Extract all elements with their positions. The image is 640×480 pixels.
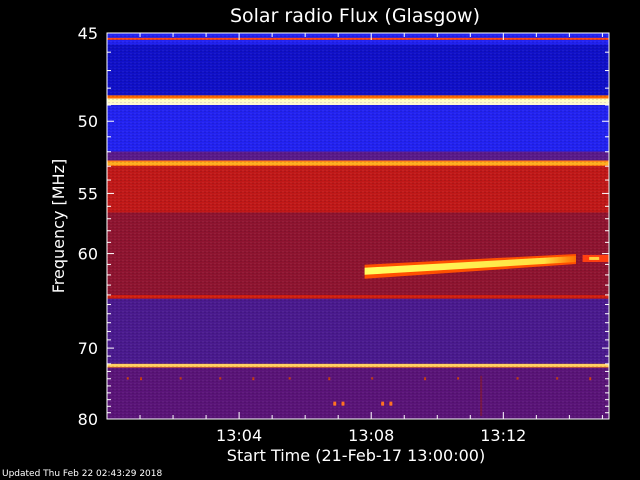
y-tick-label: 60: [78, 245, 98, 264]
noise-texture: [107, 33, 609, 419]
radio-burst: [364, 254, 609, 279]
plot-frame: [106, 32, 610, 420]
y-tick-label: 80: [78, 410, 98, 429]
y-tick-label: 55: [78, 184, 98, 203]
y-tick-label: 70: [78, 339, 98, 358]
y-axis-label: Frequency [MHz]: [49, 159, 68, 293]
burst-tail-core: [589, 256, 600, 260]
y-ticks: 45 50 55 60 70 80: [78, 24, 609, 429]
plot-area: 13:04 13:08 13:12 45 50 55 60 70 80: [78, 24, 610, 445]
x-tick-label: 13:12: [480, 426, 526, 445]
x-axis-label: Start Time (21-Feb-17 13:00:00): [227, 446, 485, 465]
y-tick-label: 50: [78, 112, 98, 131]
update-timestamp: Updated Thu Feb 22 02:43:29 2018: [2, 469, 163, 479]
chart-title: Solar radio Flux (Glasgow): [230, 5, 480, 27]
x-tick-label: 13:04: [216, 426, 262, 445]
burst-core: [364, 256, 576, 275]
x-tick-label: 13:08: [348, 426, 394, 445]
x-ticks: 13:04 13:08 13:12: [139, 33, 603, 445]
y-tick-label: 45: [78, 24, 98, 43]
